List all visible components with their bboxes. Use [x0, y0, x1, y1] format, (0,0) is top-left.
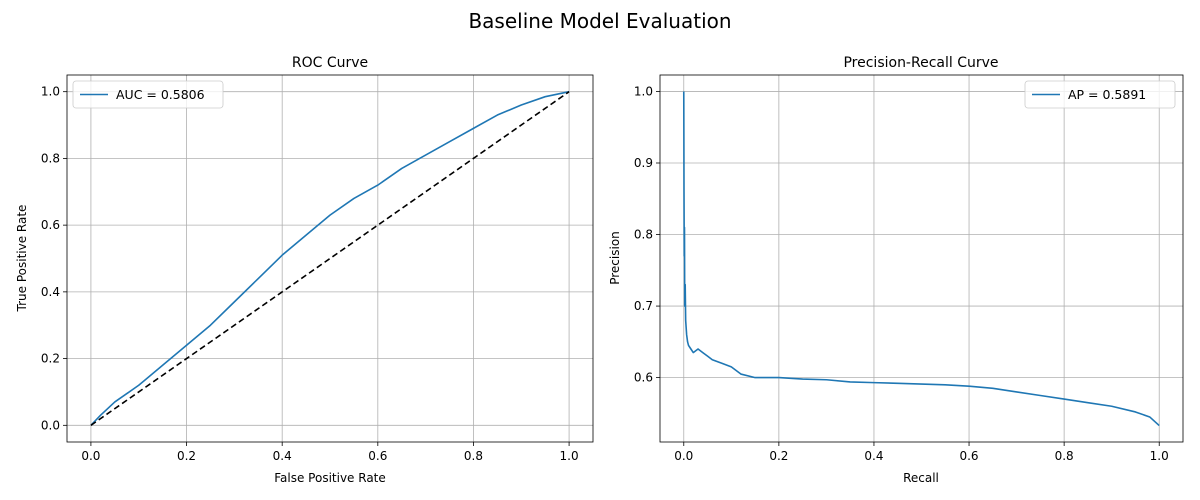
pr-curve-line	[682, 91, 1160, 427]
pr-x-tick-label: 0.0	[674, 449, 693, 463]
roc-chart: ROC Curve False Positive Rate True Posit…	[15, 55, 594, 485]
roc-x-tick-label: 0.6	[368, 449, 387, 463]
roc-x-tick-label: 0.8	[464, 449, 483, 463]
figure-title: Baseline Model Evaluation	[468, 9, 731, 33]
pr-y-tick-label: 0.8	[634, 228, 653, 242]
pr-x-tick-label: 0.4	[864, 449, 883, 463]
precision-recall-chart: Precision-Recall Curve Recall Precision …	[608, 55, 1184, 485]
roc-y-tick-label: 0.4	[41, 285, 60, 299]
pr-x-tick-label: 0.8	[1055, 449, 1074, 463]
roc-y-tick-label: 0.0	[41, 418, 60, 432]
roc-x-tick-label: 1.0	[560, 449, 579, 463]
roc-x-tick-label: 0.0	[81, 449, 100, 463]
roc-y-tick-label: 0.6	[41, 218, 60, 232]
pr-x-tick-label: 0.6	[959, 449, 978, 463]
roc-legend-label: AUC = 0.5806	[116, 87, 205, 102]
roc-diagonal-reference-line	[90, 91, 570, 426]
roc-legend-box	[72, 80, 224, 109]
roc-y-tick-label: 1.0	[41, 85, 60, 99]
pr-y-tick-label: 0.7	[634, 299, 653, 313]
pr-chart-title: Precision-Recall Curve	[843, 55, 998, 71]
pr-x-tick-label: 0.2	[769, 449, 788, 463]
roc-x-tick-label: 0.4	[273, 449, 292, 463]
pr-y-axis-label: Precision	[608, 231, 622, 285]
roc-y-axis-label: True Positive Rate	[15, 205, 29, 313]
roc-chart-title: ROC Curve	[292, 55, 368, 71]
pr-y-tick-label: 0.6	[634, 371, 653, 385]
pr-y-tick-label: 0.9	[634, 156, 653, 170]
pr-legend-box	[1024, 80, 1176, 109]
roc-plot-frame	[66, 74, 594, 443]
roc-x-tick-label: 0.2	[177, 449, 196, 463]
pr-x-tick-label: 1.0	[1150, 449, 1169, 463]
pr-y-tick-label: 1.0	[634, 84, 653, 98]
roc-y-tick-label: 0.8	[41, 151, 60, 165]
roc-y-tick-label: 0.2	[41, 352, 60, 366]
roc-curve-line	[90, 90, 570, 426]
roc-x-axis-label: False Positive Rate	[274, 471, 386, 485]
pr-plot-frame	[659, 74, 1184, 443]
pr-x-axis-label: Recall	[903, 471, 939, 485]
roc-legend: AUC = 0.5806	[72, 80, 224, 109]
pr-legend-label: AP = 0.5891	[1068, 87, 1146, 102]
pr-legend: AP = 0.5891	[1024, 80, 1176, 109]
